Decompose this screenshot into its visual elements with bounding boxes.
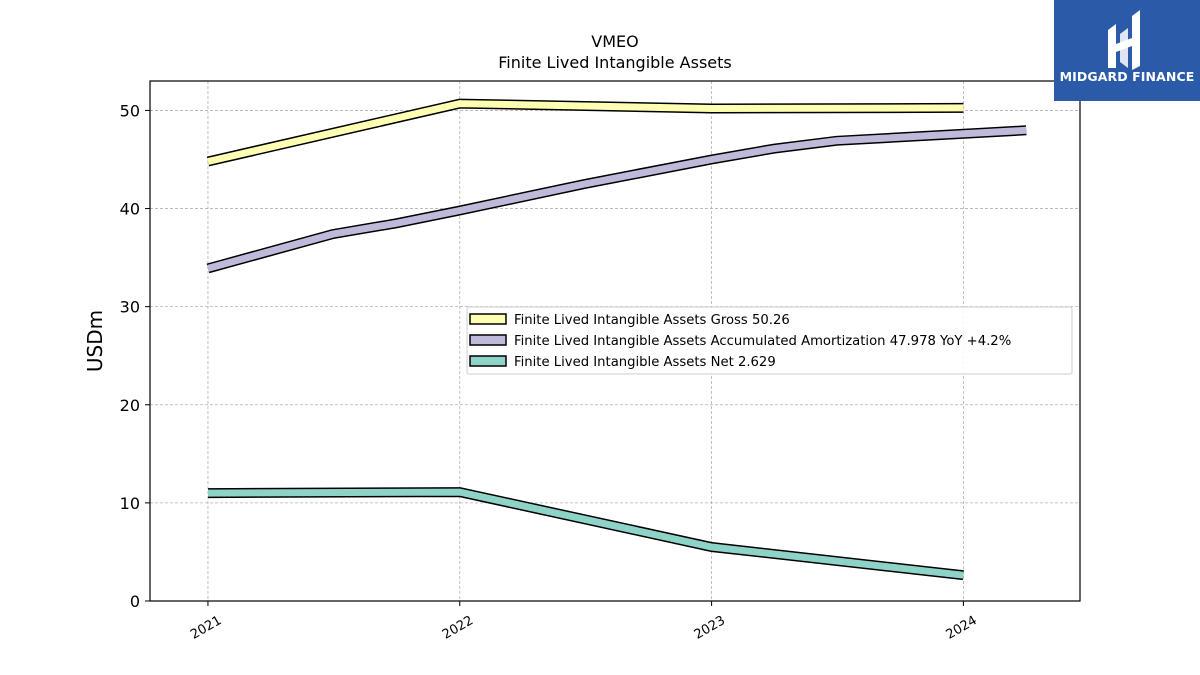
y-tick-label: 10 bbox=[120, 494, 140, 513]
y-tick-label: 50 bbox=[120, 101, 140, 120]
series-line bbox=[207, 487, 964, 581]
x-axis: 2021 2022 2023 2024 bbox=[188, 601, 980, 643]
y-tick-label: 30 bbox=[120, 298, 140, 317]
chart-title: VMEO bbox=[591, 32, 638, 51]
y-axis: 0 10 20 30 40 50 bbox=[120, 101, 150, 611]
legend-swatch bbox=[469, 355, 507, 367]
legend: Finite Lived Intangible Assets Gross 50.… bbox=[466, 306, 1073, 375]
series-line bbox=[206, 125, 1027, 274]
series-outline bbox=[206, 125, 1027, 274]
series-path bbox=[207, 100, 964, 165]
y-axis-label: USDm bbox=[83, 310, 107, 372]
y-tick-label: 0 bbox=[130, 592, 140, 611]
legend-frame bbox=[466, 306, 1073, 375]
legend-swatch bbox=[469, 313, 507, 325]
y-tick-label: 40 bbox=[120, 200, 140, 219]
brand-name: MIDGARD FINANCE bbox=[1059, 69, 1195, 84]
series-line bbox=[206, 98, 964, 167]
legend-entry: Finite Lived Intangible Assets Accumulat… bbox=[514, 334, 1011, 349]
x-tick-label: 2023 bbox=[692, 613, 728, 643]
plot-frame bbox=[149, 80, 1081, 602]
legend-entry: Finite Lived Intangible Assets Gross 50.… bbox=[514, 313, 790, 328]
x-tick-label: 2024 bbox=[944, 613, 980, 643]
x-tick-label: 2022 bbox=[440, 613, 476, 643]
legend-swatch bbox=[469, 334, 507, 346]
chart-subtitle: Finite Lived Intangible Assets bbox=[498, 53, 731, 72]
series-path bbox=[207, 126, 1027, 272]
midgard-logo-icon bbox=[1108, 10, 1140, 70]
legend-entry: Finite Lived Intangible Assets Net 2.629 bbox=[514, 355, 776, 370]
series-layer bbox=[206, 98, 1027, 581]
brand-logo: MIDGARD FINANCE bbox=[1054, 0, 1200, 101]
series-path bbox=[207, 488, 964, 579]
y-tick-label: 20 bbox=[120, 396, 140, 415]
x-tick-label: 2021 bbox=[188, 613, 224, 643]
